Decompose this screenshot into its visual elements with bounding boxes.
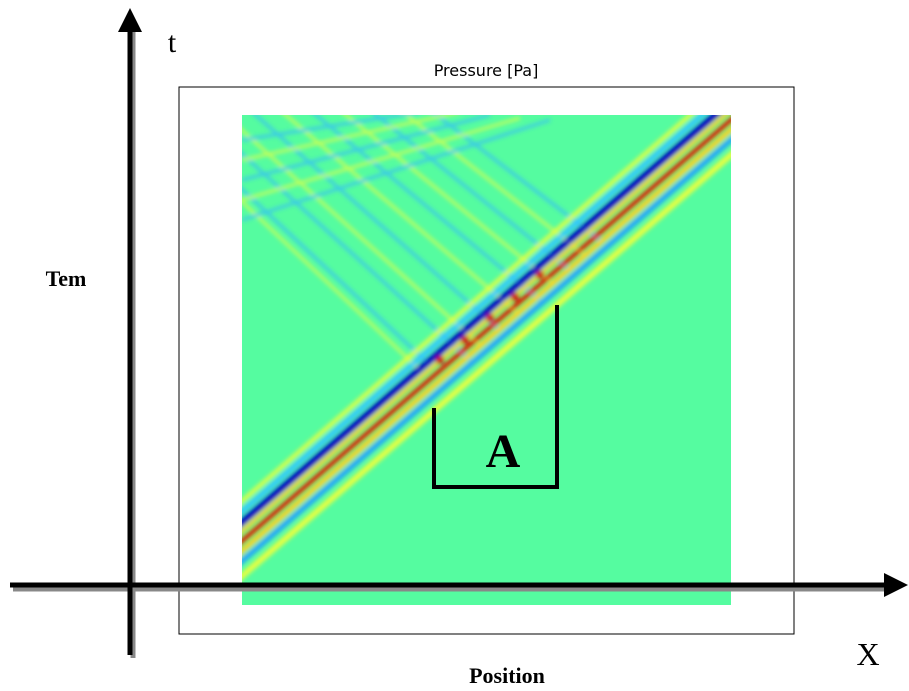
y-axis-label: Tem <box>46 266 87 291</box>
t-axis-label: t <box>168 26 177 59</box>
plot-title: Pressure [Pa] <box>434 61 539 80</box>
heatmap <box>242 115 731 605</box>
axes <box>10 8 908 658</box>
region-label: A <box>486 425 521 478</box>
region-bracket <box>432 305 559 489</box>
x-axis-label: Position <box>469 663 545 688</box>
x-axis-symbol: X <box>856 636 879 672</box>
